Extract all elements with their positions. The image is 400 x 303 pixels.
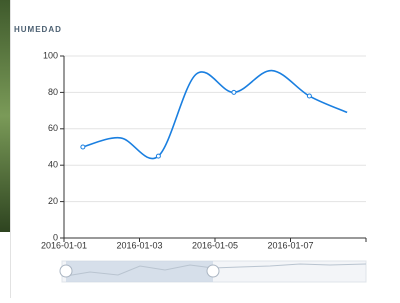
y-tick-label: 80	[48, 87, 58, 97]
page: HUMEDAD 0204060801002016-01-012016-01-03…	[0, 0, 400, 298]
chart: HUMEDAD 0204060801002016-01-012016-01-03…	[0, 0, 400, 298]
card	[11, 0, 400, 298]
y-tick-label: 100	[43, 50, 58, 60]
y-tick-label: 20	[48, 196, 58, 206]
point	[156, 154, 160, 158]
y-tick-label: 60	[48, 123, 58, 133]
zoom-window[interactable]	[66, 261, 213, 282]
zoom-handle[interactable]	[207, 265, 219, 277]
y-tick-label: 40	[48, 160, 58, 170]
point	[307, 94, 311, 98]
zoom-handle[interactable]	[60, 265, 72, 277]
point	[81, 145, 85, 149]
data-zoom[interactable]	[60, 261, 366, 282]
chart-title: HUMEDAD	[14, 25, 62, 34]
point	[232, 90, 236, 94]
